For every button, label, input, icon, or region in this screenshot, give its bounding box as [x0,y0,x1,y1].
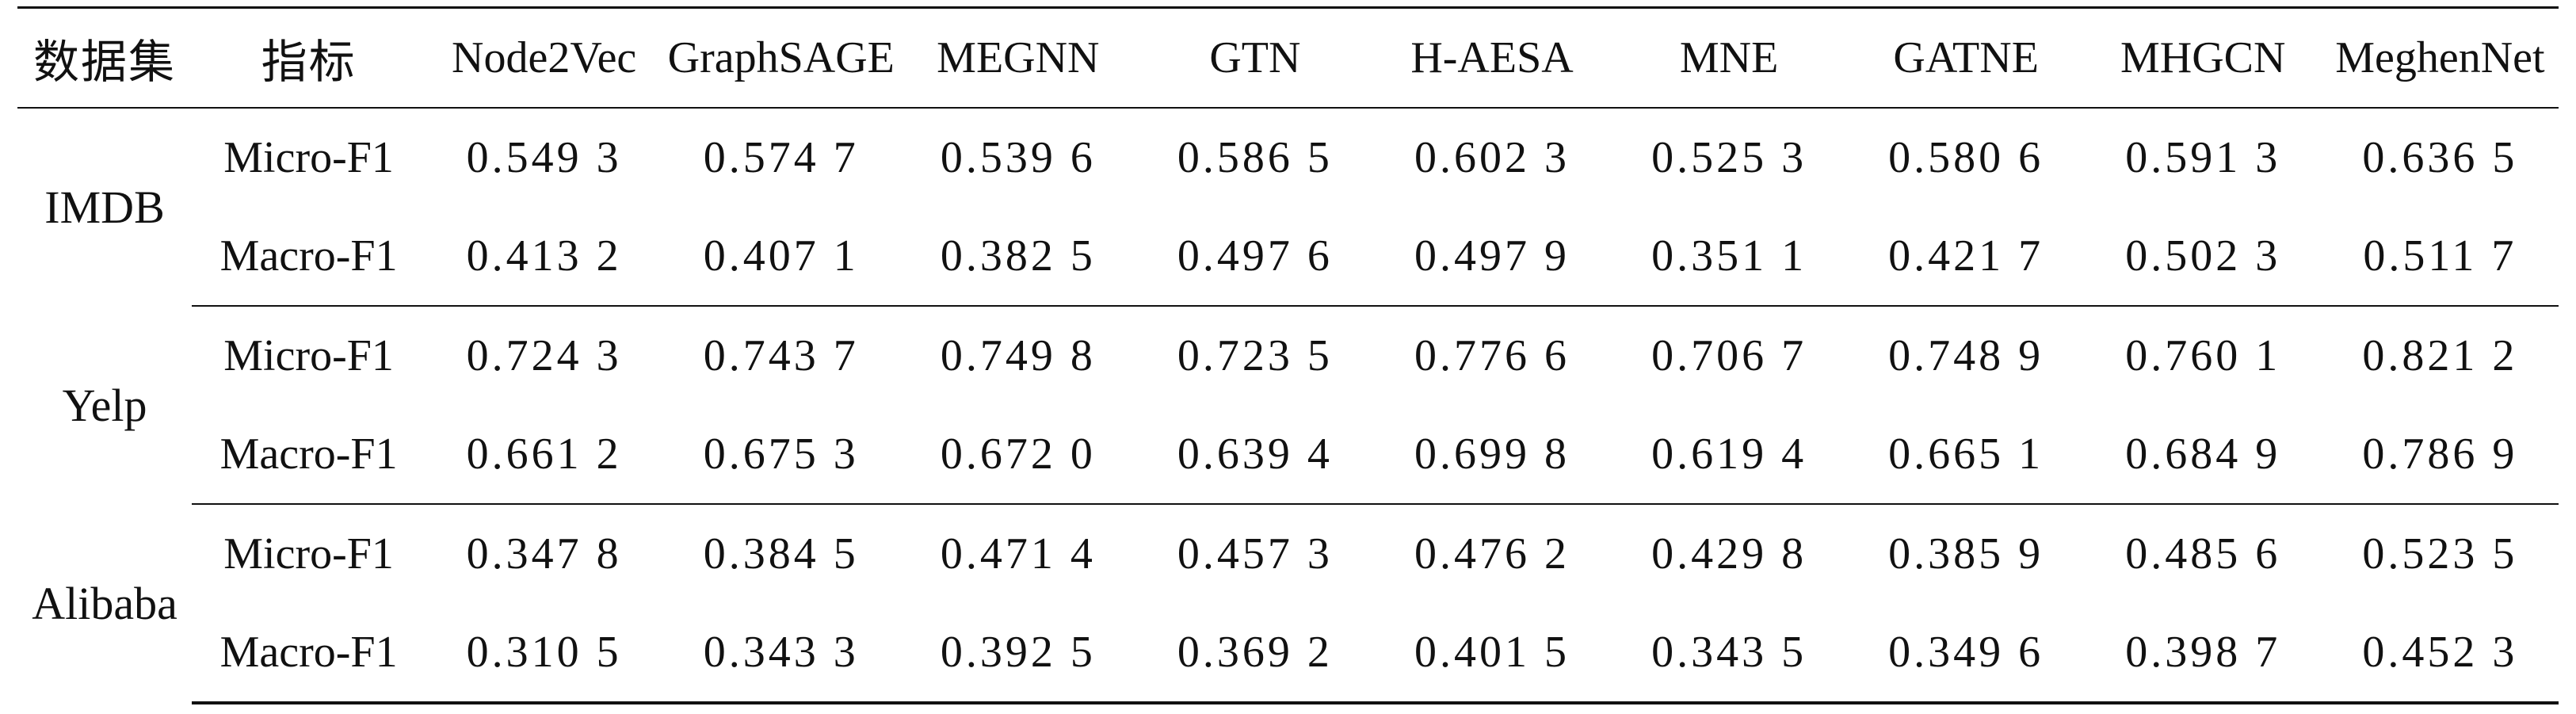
dataset-cell-alibaba: Alibaba [32,578,177,629]
dataset-cell-imdb: IMDB [44,181,165,233]
header-megnn: MEGNN [899,6,1137,109]
value-cell: 0.343 3 [662,603,900,704]
metric-cell: Micro-F1 [223,529,394,578]
value-cell: 0.382 5 [899,207,1137,307]
value-cell: 0.639 4 [1136,405,1374,505]
value-cell: 0.539 6 [940,133,1096,182]
header-graphsage: GraphSAGE [662,6,900,109]
value-cell: 0.549 3 [466,133,622,182]
value-cell: 0.525 3 [1651,133,1807,182]
value-cell: 0.665 1 [1847,405,2085,505]
value-cell: 0.421 7 [1847,207,2085,307]
value-cell: 0.580 6 [1888,133,2044,182]
value-cell: 0.706 7 [1651,331,1807,380]
value-cell: 0.699 8 [1373,405,1611,505]
value-cell: 0.398 7 [2084,603,2322,704]
value-cell: 0.347 8 [466,529,622,578]
value-cell: 0.821 2 [2362,331,2518,380]
header-node2vec: Node2Vec [426,6,663,109]
header-h-aesa: H-AESA [1373,6,1611,109]
table-row: Alibaba Micro-F1 0.347 8 0.384 5 0.471 4… [17,504,2559,629]
metric-cell: Micro-F1 [223,133,394,182]
value-cell: 0.497 9 [1373,207,1611,307]
value-cell: 0.748 9 [1888,331,2044,380]
header-meghennet: MeghenNet [2321,6,2559,109]
header-mhgcn: MHGCN [2084,6,2322,109]
header-gatne: GATNE [1847,6,2085,109]
value-cell: 0.776 6 [1414,331,1570,380]
results-table: 数据集 指标 Node2Vec GraphSAGE MEGNN GTN H-AE… [17,6,2559,704]
table-row: Macro-F1 0.413 2 0.407 1 0.382 5 0.497 6… [17,207,2559,307]
value-cell: 0.684 9 [2084,405,2322,505]
value-cell: 0.672 0 [899,405,1137,505]
value-cell: 0.675 3 [662,405,900,505]
value-cell: 0.413 2 [426,207,663,307]
value-cell: 0.502 3 [2084,207,2322,307]
metric-cell: Micro-F1 [223,331,394,380]
value-cell: 0.485 6 [2125,529,2281,578]
value-cell: 0.369 2 [1136,603,1374,704]
value-cell: 0.619 4 [1610,405,1848,505]
value-cell: 0.392 5 [899,603,1137,704]
value-cell: 0.586 5 [1177,133,1333,182]
value-cell: 0.511 7 [2321,207,2559,307]
value-cell: 0.786 9 [2321,405,2559,505]
value-cell: 0.310 5 [426,603,663,704]
value-cell: 0.384 5 [703,529,859,578]
results-table-container: 数据集 指标 Node2Vec GraphSAGE MEGNN GTN H-AE… [17,6,2559,704]
table-row: Yelp Micro-F1 0.724 3 0.743 7 0.749 8 0.… [17,306,2559,431]
value-cell: 0.743 7 [703,331,859,380]
value-cell: 0.749 8 [940,331,1096,380]
table-row: Macro-F1 0.661 2 0.675 3 0.672 0 0.639 4… [17,405,2559,505]
value-cell: 0.349 6 [1847,603,2085,704]
metric-cell: Macro-F1 [192,603,426,704]
table-row: IMDB Micro-F1 0.549 3 0.574 7 0.539 6 0.… [17,108,2559,233]
value-cell: 0.343 5 [1610,603,1848,704]
value-cell: 0.760 1 [2125,331,2281,380]
header-mne: MNE [1610,6,1848,109]
table-row: Macro-F1 0.310 5 0.343 3 0.392 5 0.369 2… [17,603,2559,704]
dataset-cell-yelp: Yelp [62,379,147,431]
value-cell: 0.723 5 [1177,331,1333,380]
value-cell: 0.457 3 [1177,529,1333,578]
header-gtn: GTN [1136,6,1374,109]
header-row: 数据集 指标 Node2Vec GraphSAGE MEGNN GTN H-AE… [17,6,2559,109]
header-metric: 指标 [192,6,426,109]
value-cell: 0.602 3 [1414,133,1570,182]
value-cell: 0.429 8 [1651,529,1807,578]
value-cell: 0.385 9 [1888,529,2044,578]
value-cell: 0.574 7 [703,133,859,182]
value-cell: 0.351 1 [1610,207,1848,307]
value-cell: 0.523 5 [2362,529,2518,578]
value-cell: 0.401 5 [1373,603,1611,704]
value-cell: 0.407 1 [662,207,900,307]
metric-cell: Macro-F1 [192,405,426,505]
value-cell: 0.724 3 [466,331,622,380]
value-cell: 0.661 2 [426,405,663,505]
value-cell: 0.476 2 [1414,529,1570,578]
value-cell: 0.497 6 [1136,207,1374,307]
value-cell: 0.471 4 [940,529,1096,578]
metric-cell: Macro-F1 [192,207,426,307]
value-cell: 0.452 3 [2321,603,2559,704]
value-cell: 0.591 3 [2125,133,2281,182]
header-dataset: 数据集 [17,6,193,109]
value-cell: 0.636 5 [2362,133,2518,182]
